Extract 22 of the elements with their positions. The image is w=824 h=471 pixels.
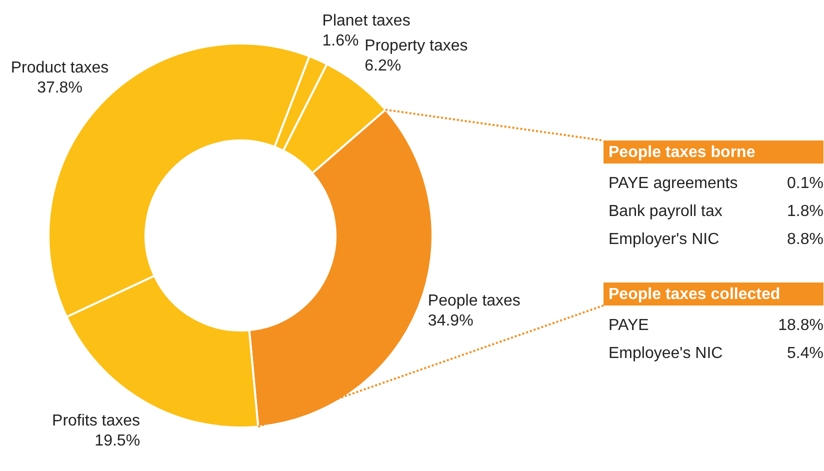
text: 8.8% xyxy=(787,231,824,248)
data-label: 34.9% xyxy=(428,312,474,330)
text: People taxes collected xyxy=(608,286,780,303)
data-label: 1.6% xyxy=(322,32,359,50)
slice-label: Planet taxes xyxy=(322,12,410,30)
slice-label: People taxes xyxy=(428,292,520,310)
data-label: 37.8% xyxy=(37,79,82,96)
category-label: Employee's NIC xyxy=(608,345,723,362)
slice-label: Property taxes xyxy=(364,38,468,55)
text: 0.1% xyxy=(787,175,824,192)
data-label: 19.5% xyxy=(94,432,140,450)
slice-label: Profits taxes xyxy=(52,412,140,430)
category-label: PAYE xyxy=(608,317,649,334)
category-label: Employer's NIC xyxy=(608,231,720,248)
text: 5.4% xyxy=(787,345,824,362)
slice-label: Product taxes xyxy=(10,59,109,76)
text: 18.8% xyxy=(778,317,824,334)
category-label: PAYE agreements xyxy=(608,175,738,192)
data-label: 6.2% xyxy=(364,58,402,75)
category-label: Bank payroll tax xyxy=(608,203,722,220)
text: 1.8% xyxy=(787,203,824,220)
text: People taxes borne xyxy=(608,144,756,161)
